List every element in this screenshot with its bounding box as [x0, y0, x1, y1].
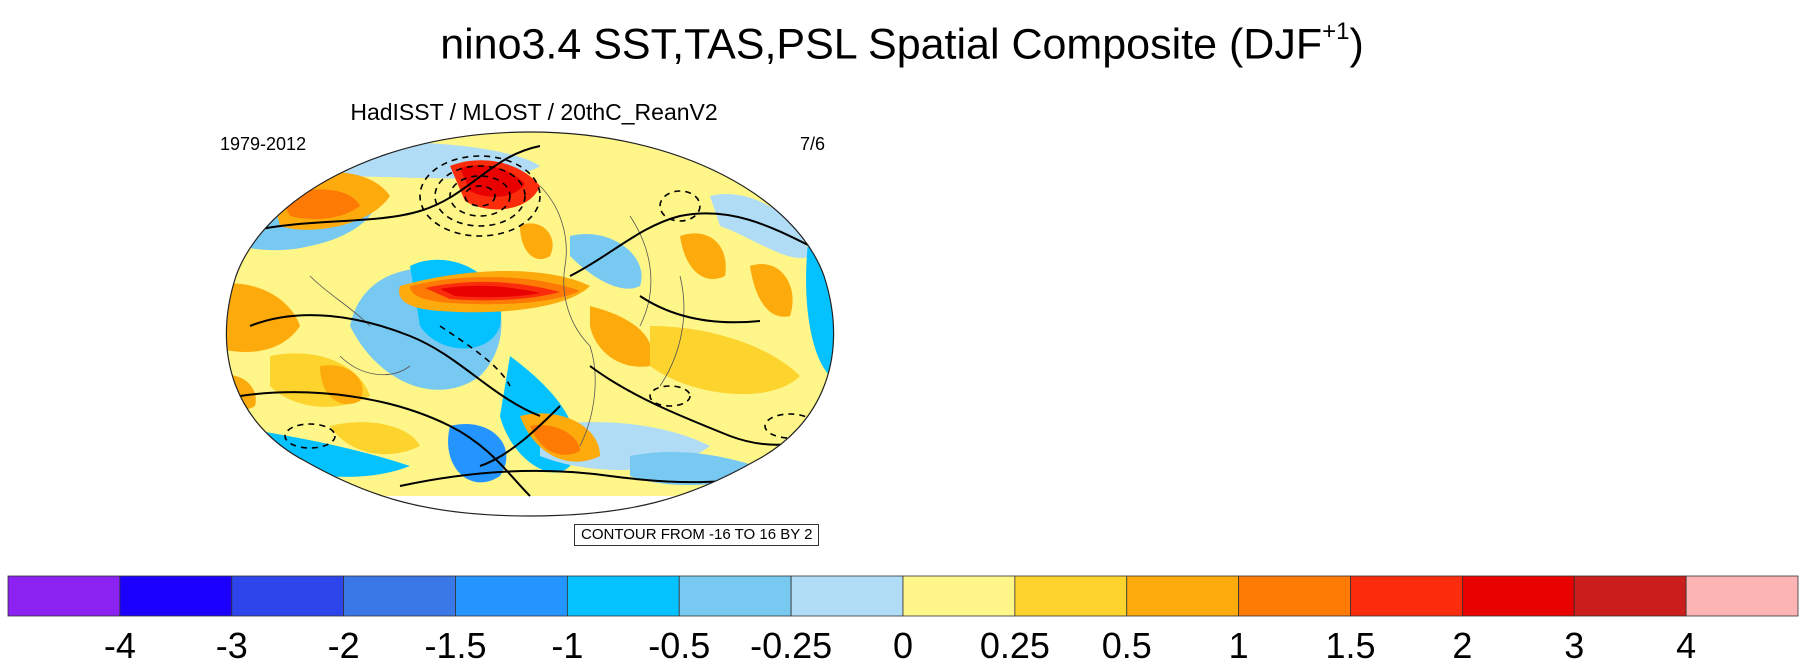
colorbar-tick-label: -2 [328, 625, 360, 666]
figure-title: nino3.4 SST,TAS,PSL Spatial Composite (D… [0, 8, 1804, 72]
colorbar: -4 -3 -2 -1.5 -1 -0.5 -0.25 0 0.25 0.5 1 1.5 2 3 4 [7, 575, 1799, 666]
colorbar-tick-label: 1 [1229, 625, 1249, 666]
colorbar-swatch [566, 575, 680, 617]
title-text: nino3.4 SST,TAS,PSL Spatial Composite (D… [440, 20, 1323, 69]
contour-info-box: CONTOUR FROM -16 TO 16 BY 2 [574, 524, 820, 546]
colorbar-tick-label: -0.5 [648, 625, 710, 666]
colorbar-tick-label: 4 [1676, 625, 1696, 666]
colorbar-tick-label: 1.5 [1325, 625, 1375, 666]
map-shading [226, 132, 834, 516]
colorbar-tick-label: 2 [1452, 625, 1472, 666]
colorbar-tick-label: 0.25 [980, 625, 1050, 666]
colorbar-swatch [7, 575, 121, 617]
colorbar-swatch [1014, 575, 1128, 617]
colorbar-swatch [1126, 575, 1240, 617]
colorbar-swatch [1573, 575, 1687, 617]
colorbar-swatch [1350, 575, 1463, 617]
colorbar-swatch [902, 575, 1016, 617]
title-superscript: +1 [1322, 18, 1350, 45]
colorbar-swatches [7, 575, 1799, 617]
colorbar-swatch [231, 575, 345, 617]
colorbar-tick-label: -0.25 [750, 625, 832, 666]
composite-map [225, 131, 835, 517]
colorbar-tick-label: 3 [1564, 625, 1584, 666]
colorbar-tick-label: -3 [216, 625, 248, 666]
colorbar-swatch [119, 575, 233, 617]
colorbar-tick-label: -4 [104, 625, 136, 666]
colorbar-swatch [343, 575, 456, 617]
colorbar-swatch [678, 575, 792, 617]
colorbar-swatch [455, 575, 568, 617]
colorbar-swatch [1238, 575, 1351, 617]
map-subtitle: HadISST / MLOST / 20thC_ReanV2 [350, 99, 718, 125]
colorbar-swatch [1461, 575, 1575, 617]
colorbar-tick-label: 0 [893, 625, 913, 666]
period-label: 1979-2012 [220, 134, 307, 154]
colorbar-labels: -4 -3 -2 -1.5 -1 -0.5 -0.25 0 0.25 0.5 1 1.5 2 3 4 [104, 625, 1696, 666]
colorbar-tick-label: -1.5 [424, 625, 486, 666]
colorbar-tick-label: 0.5 [1102, 625, 1152, 666]
count-label: 7/6 [800, 134, 826, 154]
colorbar-swatch [1685, 575, 1799, 617]
title-close-paren: ) [1349, 20, 1364, 69]
globe-outline [225, 131, 835, 517]
colorbar-swatch [790, 575, 904, 617]
colorbar-tick-label: -1 [551, 625, 583, 666]
